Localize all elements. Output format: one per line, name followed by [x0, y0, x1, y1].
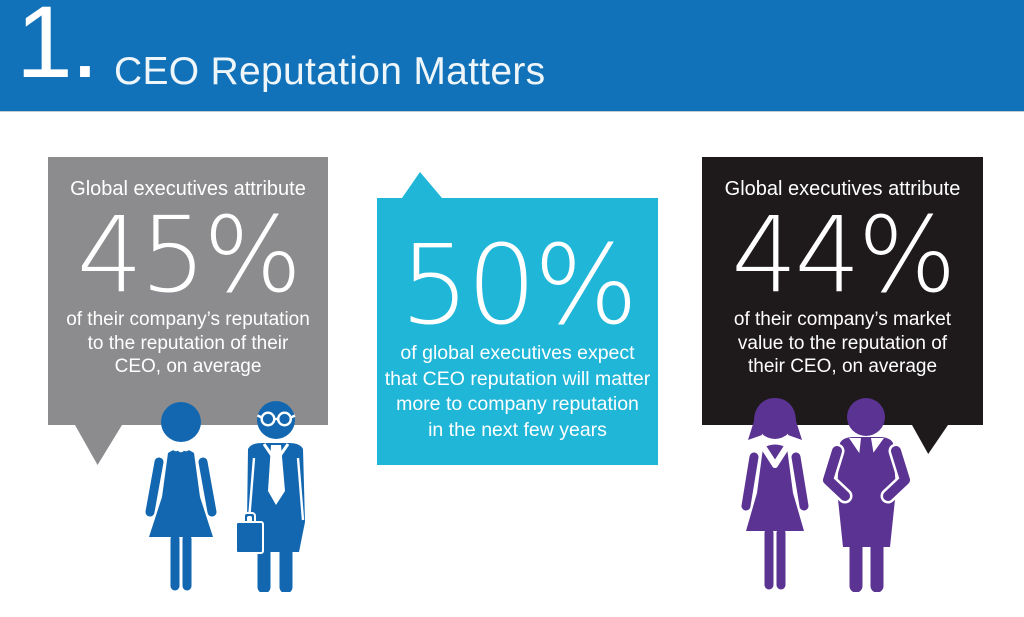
businesswoman-icon [145, 402, 217, 591]
body-line: of their company’s reputation [66, 309, 310, 330]
businesspeople-icon [741, 398, 913, 592]
panel-intro: Global executives attribute [724, 178, 961, 200]
body-line: more to company reputation [396, 393, 639, 415]
body-line: that CEO reputation will matter [384, 367, 651, 390]
executives-purple-figures [733, 396, 919, 592]
stat-value: 44% [731, 194, 956, 316]
collar-icon [761, 445, 789, 468]
glasses-icon [256, 411, 296, 427]
body-line: of global executives expect [400, 342, 635, 364]
panel-company-reputation: Global executives attribute 45% of their… [48, 157, 328, 465]
speech-bubble-tail [75, 425, 122, 465]
panel-intro: Global executives attribute [70, 178, 306, 200]
panel-body: of their company’s reputation to the rep… [48, 308, 328, 379]
businesswoman-icon [741, 398, 809, 590]
header-band: 1. CEO Reputation Matters [0, 0, 1024, 112]
page-title: CEO Reputation Matters [114, 50, 546, 94]
panel-market-value: Global executives attribute 44% of their… [702, 157, 983, 454]
panel-future-reputation: 50% of global executives expect that CEO… [377, 172, 658, 465]
speech-bubble-tail [402, 172, 442, 198]
briefcase-icon [235, 512, 264, 554]
bob-hair-icon [748, 398, 802, 440]
pearl-necklace-icon [167, 442, 195, 453]
body-line: to the reputation of their [87, 332, 289, 354]
body-line: in the next few years [428, 418, 607, 441]
body-line: their CEO, on average [747, 356, 938, 377]
body-line: of their company’s market [733, 309, 952, 330]
body-line: value to the reputation of [737, 332, 948, 354]
businesspeople-icon [145, 401, 305, 592]
businessman-icon [235, 401, 305, 592]
section-number: 1. [16, 0, 99, 99]
body-line: CEO, on average [114, 356, 262, 377]
stat-value: 50% [399, 221, 639, 349]
tie-icon [859, 438, 874, 467]
businessman-icon [820, 398, 913, 592]
stat-value: 45% [76, 194, 302, 316]
collar-and-tie-icon [262, 443, 290, 505]
executives-blue-figures [138, 400, 330, 592]
panel-body: of global executives expect that CEO rep… [377, 341, 658, 443]
panel-body: of their company’s market value to the r… [702, 308, 983, 379]
